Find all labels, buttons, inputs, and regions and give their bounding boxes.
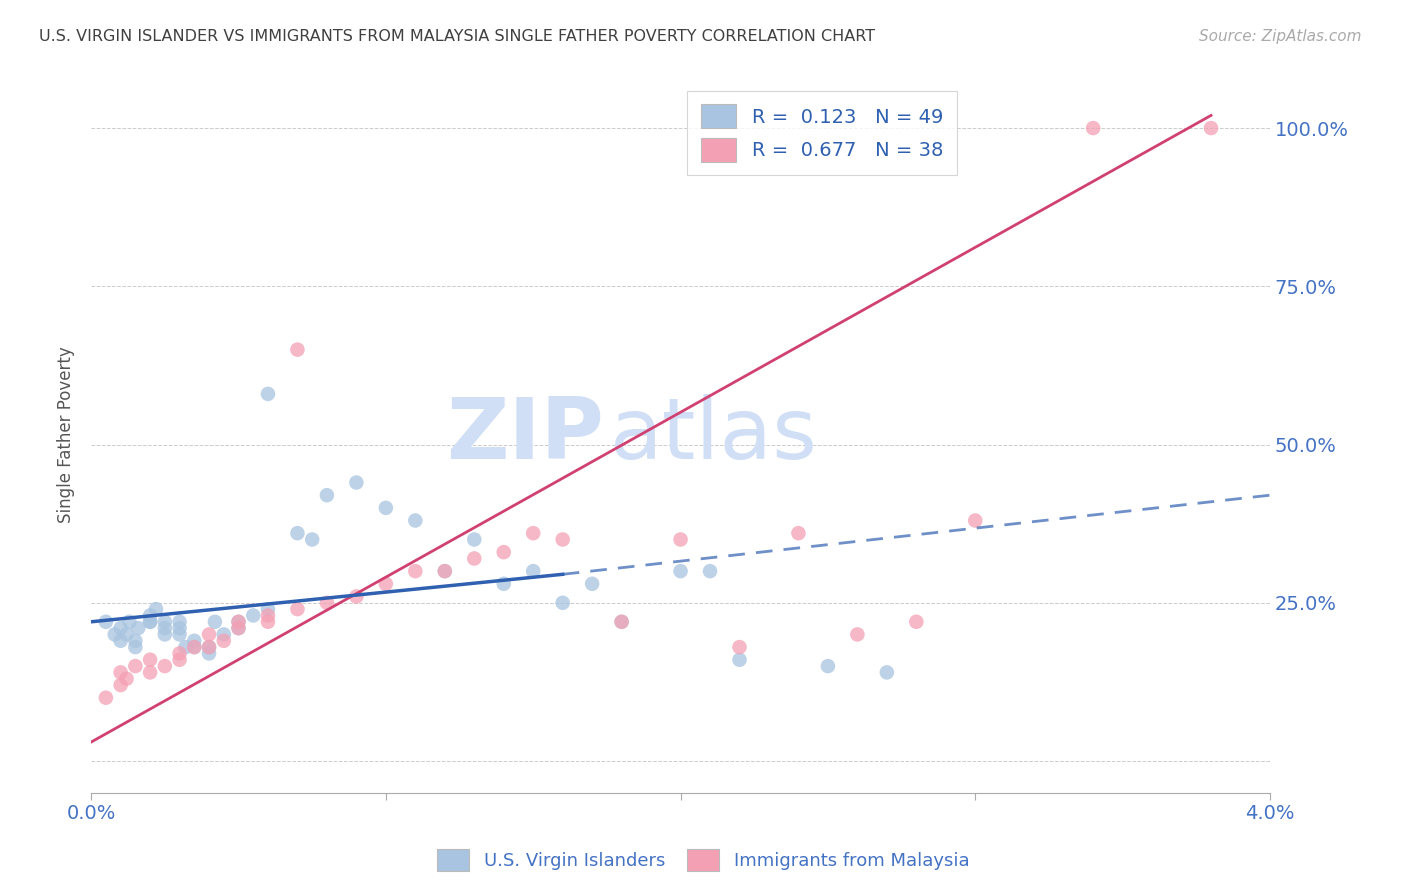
Text: U.S. VIRGIN ISLANDER VS IMMIGRANTS FROM MALAYSIA SINGLE FATHER POVERTY CORRELATI: U.S. VIRGIN ISLANDER VS IMMIGRANTS FROM … [39,29,876,44]
Point [374,500,396,515]
Point [212,627,235,641]
Point [492,545,515,559]
Point [404,514,426,528]
Point [344,590,367,604]
Point [374,576,396,591]
Point [242,608,264,623]
Point [433,564,456,578]
Point [153,659,176,673]
Point [287,526,309,541]
Point [183,640,205,654]
Point [492,576,515,591]
Point [94,690,117,705]
Point [965,514,987,528]
Point [787,526,810,541]
Point [169,627,191,641]
Point [94,615,117,629]
Point [610,615,633,629]
Point [287,343,309,357]
Point [1199,121,1222,136]
Point [127,621,149,635]
Point [124,659,146,673]
Point [110,621,132,635]
Point [153,621,176,635]
Point [198,640,221,654]
Point [699,564,721,578]
Text: Source: ZipAtlas.com: Source: ZipAtlas.com [1198,29,1361,44]
Point [118,615,141,629]
Point [169,647,191,661]
Point [153,615,176,629]
Point [228,621,250,635]
Point [174,640,197,654]
Point [228,615,250,629]
Point [139,608,162,623]
Point [104,627,127,641]
Point [316,596,339,610]
Point [610,615,633,629]
Point [257,615,280,629]
Point [115,627,138,641]
Point [316,488,339,502]
Point [153,627,176,641]
Point [110,633,132,648]
Point [728,653,751,667]
Point [404,564,426,578]
Point [110,665,132,680]
Point [124,633,146,648]
Point [139,653,162,667]
Point [522,526,544,541]
Point [463,551,485,566]
Point [139,615,162,629]
Point [228,615,250,629]
Point [198,640,221,654]
Point [551,533,574,547]
Point [115,672,138,686]
Text: ZIP: ZIP [446,393,605,476]
Point [257,387,280,401]
Point [1081,121,1104,136]
Point [463,533,485,547]
Point [817,659,839,673]
Point [581,576,603,591]
Point [257,608,280,623]
Point [228,621,250,635]
Legend: U.S. Virgin Islanders, Immigrants from Malaysia: U.S. Virgin Islanders, Immigrants from M… [429,842,977,879]
Point [110,678,132,692]
Point [301,533,323,547]
Legend: R =  0.123   N = 49, R =  0.677   N = 38: R = 0.123 N = 49, R = 0.677 N = 38 [688,91,956,175]
Point [551,596,574,610]
Point [728,640,751,654]
Point [344,475,367,490]
Text: atlas: atlas [610,393,818,476]
Point [139,665,162,680]
Point [183,633,205,648]
Point [905,615,928,629]
Point [169,653,191,667]
Point [287,602,309,616]
Y-axis label: Single Father Poverty: Single Father Poverty [58,347,75,524]
Point [198,627,221,641]
Point [522,564,544,578]
Point [169,615,191,629]
Point [204,615,226,629]
Point [183,640,205,654]
Point [433,564,456,578]
Point [145,602,167,616]
Point [139,615,162,629]
Point [669,533,692,547]
Point [198,647,221,661]
Point [124,640,146,654]
Point [257,602,280,616]
Point [169,621,191,635]
Point [669,564,692,578]
Point [212,633,235,648]
Point [876,665,898,680]
Point [846,627,869,641]
